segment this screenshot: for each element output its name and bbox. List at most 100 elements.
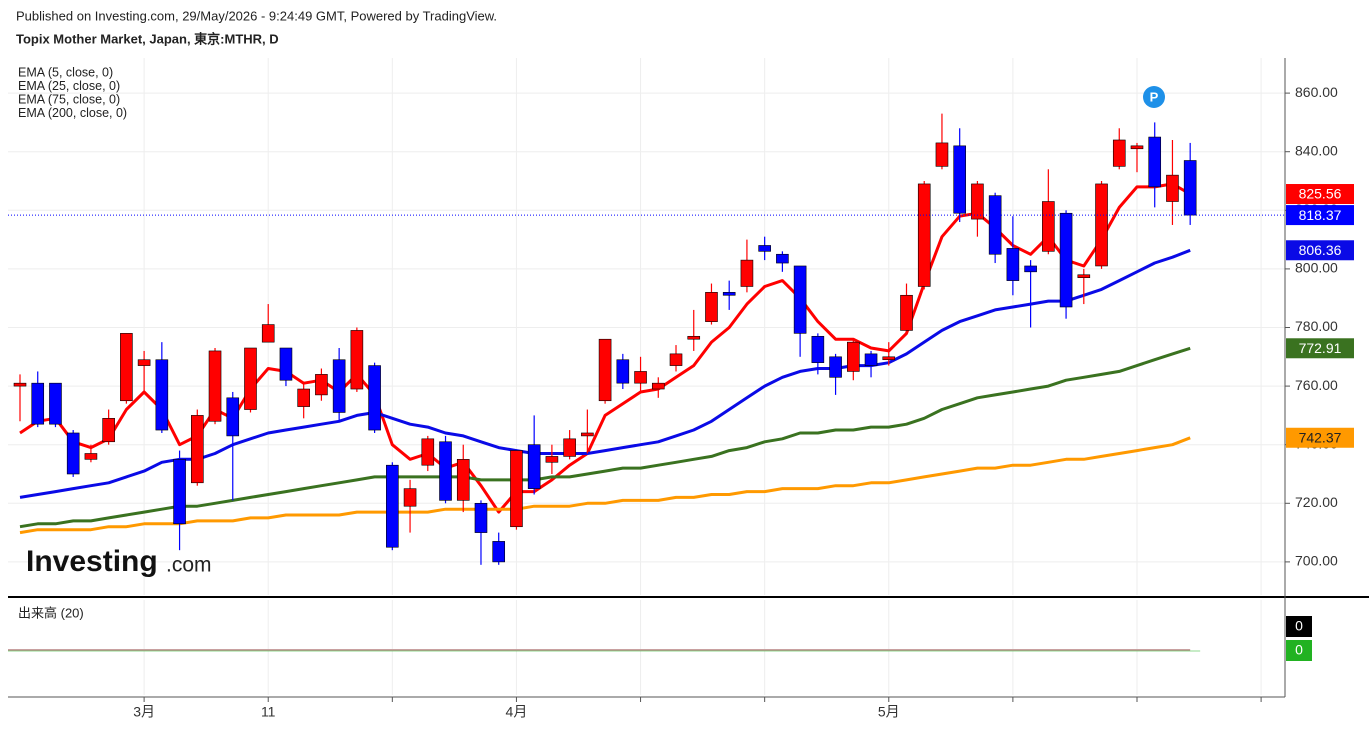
- candle-body: [66, 432, 80, 475]
- candle-body: [971, 183, 984, 220]
- symbol-title: Topix Mother Market, Japan, 東京:MTHR, D: [16, 31, 279, 46]
- x-tick-label: 4月: [506, 704, 528, 720]
- price-tag-label: 772.91: [1299, 340, 1342, 356]
- event-marker[interactable]: [1143, 86, 1165, 108]
- candle-body: [722, 292, 736, 296]
- candle-body: [1006, 248, 1020, 281]
- candle-body: [456, 459, 470, 501]
- price-tag-label: 806.36: [1299, 242, 1342, 258]
- candle-body: [13, 382, 27, 387]
- volume-ma-tag: [1286, 640, 1312, 661]
- watermark: Investing .com: [26, 545, 212, 578]
- legend-entry: EMA (5, close, 0): [18, 65, 113, 79]
- y-tick-label: 800.00: [1295, 260, 1338, 276]
- candle-body: [1166, 174, 1179, 202]
- candle-body: [421, 438, 435, 466]
- candle-body: [1059, 212, 1073, 308]
- candle-body: [669, 353, 683, 366]
- candle-body: [988, 195, 1002, 255]
- candle-body: [811, 335, 825, 363]
- y-tick-label: 860.00: [1295, 84, 1338, 100]
- candle-body: [279, 347, 293, 381]
- candle-body: [173, 459, 186, 525]
- volume-title: 出来高 (20): [18, 605, 84, 620]
- price-tag-label: 742.37: [1299, 429, 1342, 445]
- candle-body: [102, 418, 115, 443]
- candle-body: [634, 371, 647, 384]
- candle-body: [1095, 183, 1108, 267]
- candle-body: [332, 359, 346, 413]
- candle-body: [403, 488, 417, 507]
- legend-entry: EMA (25, close, 0): [18, 79, 120, 93]
- event-marker-label: P: [1150, 89, 1159, 104]
- candle-body: [705, 292, 718, 322]
- candle-body: [49, 382, 62, 425]
- candle-body: [510, 450, 523, 528]
- candle-body: [226, 397, 240, 437]
- x-tick-label: 11: [261, 704, 276, 720]
- y-tick-label: 700.00: [1295, 553, 1338, 569]
- candle-body: [545, 456, 559, 463]
- candle-body: [208, 350, 222, 422]
- candle-body: [563, 438, 576, 457]
- candle-body: [439, 441, 452, 501]
- candle-body: [1112, 139, 1126, 167]
- volume-tag-label: 0: [1295, 618, 1303, 634]
- y-tick-label: 760.00: [1295, 377, 1338, 393]
- candle-body: [882, 356, 896, 361]
- published-note: Published on Investing.com, 29/May/2026 …: [16, 8, 497, 23]
- candle-body: [297, 388, 310, 407]
- candle-body: [758, 245, 771, 252]
- ema-line: [19, 346, 1191, 529]
- price-tag: [1286, 338, 1354, 359]
- price-tag-label: 818.37: [1299, 207, 1342, 223]
- candle-body: [261, 324, 275, 343]
- candle-body: [776, 253, 789, 264]
- y-tick-label: 840.00: [1295, 142, 1338, 158]
- candle-body: [31, 382, 45, 425]
- watermark-brand: Investing: [26, 545, 158, 578]
- candle-body: [598, 338, 612, 402]
- candle-body: [474, 502, 488, 533]
- candle-body: [315, 374, 328, 396]
- ema-line: [19, 436, 1191, 535]
- candle-body: [847, 341, 860, 372]
- candle-body: [581, 432, 594, 437]
- candle-body: [137, 359, 151, 366]
- candle-body: [1077, 274, 1091, 278]
- x-tick-label: 5月: [878, 704, 900, 720]
- candle-body: [350, 330, 364, 390]
- candle-body: [492, 541, 506, 563]
- legend-entry: EMA (75, close, 0): [18, 92, 120, 106]
- candle-body: [1024, 265, 1037, 273]
- candle-body: [527, 444, 541, 489]
- price-tag-label: 825.56: [1299, 186, 1342, 202]
- candle-body: [191, 415, 204, 484]
- candle-body: [651, 382, 665, 390]
- price-tag: [1286, 184, 1354, 205]
- candle-body: [829, 356, 842, 378]
- price-tag: [1286, 205, 1354, 226]
- candle-body: [953, 145, 966, 214]
- candle-body: [935, 142, 949, 167]
- volume-tag: [1286, 616, 1312, 637]
- candle-body: [1148, 136, 1162, 188]
- candle-body: [687, 335, 701, 340]
- candle-body: [155, 359, 169, 431]
- price-tag: [1286, 427, 1354, 448]
- watermark-suffix: .com: [166, 554, 212, 577]
- candle-body: [616, 359, 630, 384]
- y-tick-label: 780.00: [1295, 318, 1338, 334]
- x-tick-label: 3月: [133, 704, 155, 720]
- candle-body: [386, 464, 399, 548]
- candle-body: [1130, 145, 1144, 150]
- candle-body: [244, 347, 257, 410]
- candle-body: [1183, 160, 1197, 216]
- candle-body: [120, 333, 133, 402]
- candle-body: [900, 294, 913, 331]
- price-tag: [1286, 240, 1354, 261]
- candle-body: [864, 353, 878, 366]
- candle-body: [740, 259, 754, 287]
